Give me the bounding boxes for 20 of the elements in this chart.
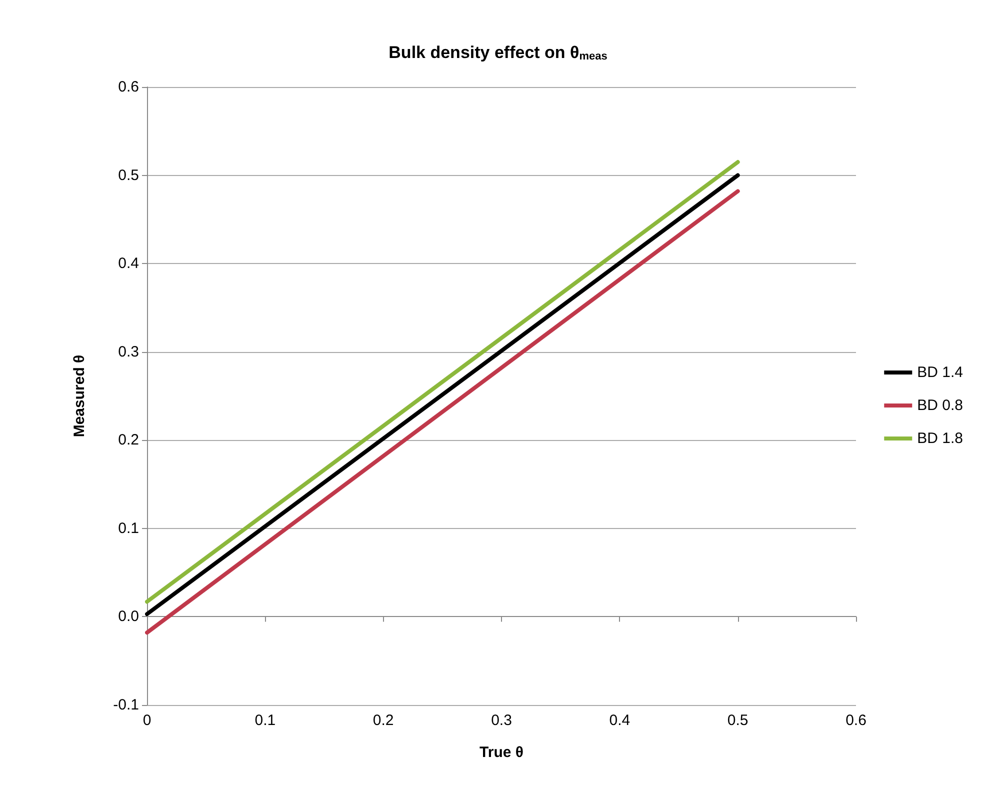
y-tick-label: 0.3 xyxy=(118,343,139,360)
x-tick-label: 0.2 xyxy=(372,712,394,729)
y-tick-label: -0.1 xyxy=(113,696,139,714)
y-tick-label: 0.0 xyxy=(118,608,139,626)
y-tick-label: 0.6 xyxy=(118,78,139,96)
y-tick-label: 0.4 xyxy=(118,255,139,272)
legend-label: BD 1.4 xyxy=(917,364,964,381)
y-tick-label: 0.2 xyxy=(118,432,139,449)
y-tick-label: 0.5 xyxy=(118,166,139,184)
x-tick-label: 0 xyxy=(142,712,152,729)
x-axis-title: True θ xyxy=(480,744,524,761)
y-tick-label: 0.1 xyxy=(118,520,139,537)
x-tick-label: 0.3 xyxy=(491,712,512,729)
legend-label: BD 1.8 xyxy=(917,430,964,447)
legend-label: BD 0.8 xyxy=(917,397,964,414)
y-axis-title: Measured θ xyxy=(71,354,88,438)
x-tick-label: 0.5 xyxy=(727,712,748,729)
x-tick-label: 0.4 xyxy=(609,712,630,729)
x-tick-label: 0.1 xyxy=(254,712,276,729)
x-tick-label: 0.6 xyxy=(846,712,866,729)
